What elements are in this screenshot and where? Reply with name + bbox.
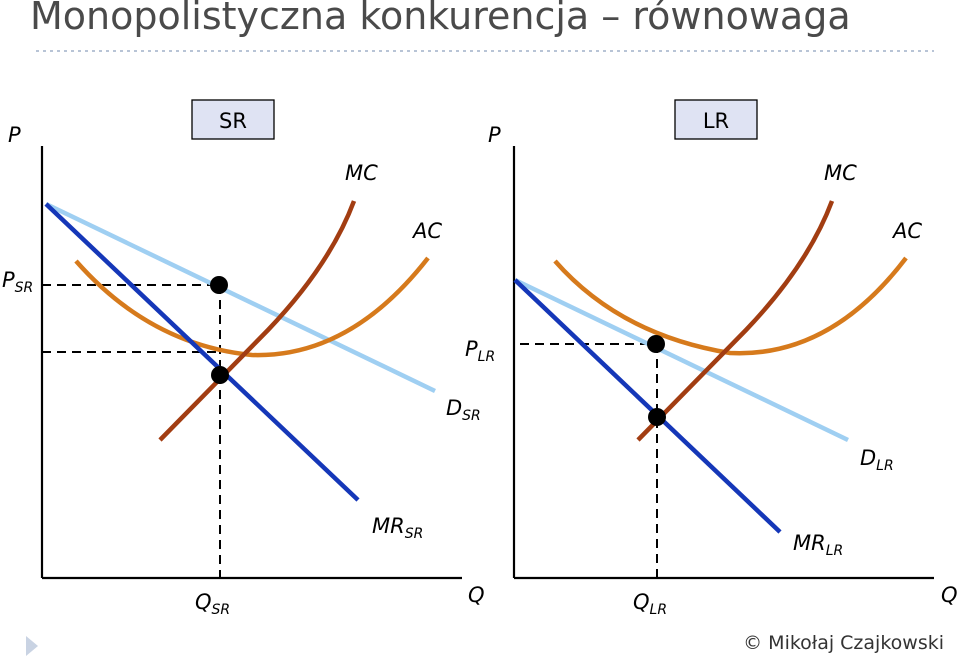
lr-price-label: PLR	[465, 337, 495, 365]
lr-box-label: LR	[703, 109, 729, 133]
lr-mc-curve	[636, 200, 835, 442]
lr-ac-curve	[553, 256, 908, 356]
copyright-footer: © Mikołaj Czajkowski	[743, 632, 944, 654]
sr-box	[191, 99, 275, 140]
lr-ac-label: AC	[891, 219, 922, 243]
sr-price-point	[210, 276, 228, 294]
lr-y-axis-label: P	[488, 123, 501, 147]
sr-price-label: PSR	[2, 268, 33, 296]
lr-mr-curve	[513, 278, 782, 534]
sr-y-axis-label: P	[8, 123, 21, 147]
sr-box-label: SR	[219, 109, 247, 133]
panel-short-run: SR P Q MC AC DSR MRSR PSR QSR	[2, 99, 485, 618]
lr-box	[674, 99, 758, 140]
lr-quantity-label: QLR	[633, 590, 667, 618]
lr-tangency-point	[647, 335, 665, 353]
sr-quantity-label: QSR	[195, 590, 230, 618]
sr-demand-curve	[45, 201, 436, 394]
sr-ac-label: AC	[411, 219, 442, 243]
sr-x-axis-label: Q	[468, 583, 485, 607]
sr-demand-label: DSR	[446, 396, 481, 424]
sr-mc-curve	[158, 200, 357, 442]
sr-mr-label: MRSR	[372, 514, 423, 542]
sr-mr-curve	[44, 202, 360, 502]
sr-ac-curve	[74, 256, 430, 358]
sr-mc-label: MC	[345, 161, 378, 185]
lr-x-axis-label: Q	[941, 583, 958, 607]
lr-demand-label: DLR	[860, 446, 894, 474]
lr-mr-label: MRLR	[793, 531, 843, 559]
lr-demand-curve	[514, 277, 849, 443]
slide-nav-arrow-icon[interactable]	[26, 636, 38, 656]
slide-title: Monopolistyczna konkurencja – równowaga	[30, 0, 851, 38]
lr-mr-mc-intersection-point	[648, 408, 666, 426]
sr-mr-mc-intersection-point	[211, 366, 229, 384]
lr-mc-label: MC	[824, 161, 857, 185]
panel-long-run: LR P Q MC AC DLR MRLR PLR QLR	[465, 99, 958, 618]
